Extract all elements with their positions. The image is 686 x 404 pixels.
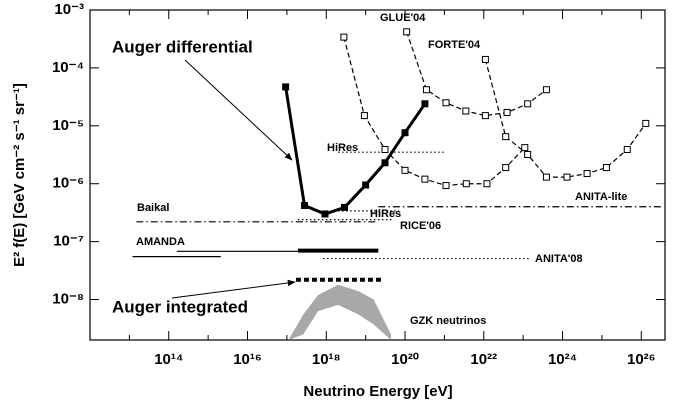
marker — [524, 150, 532, 158]
marker — [542, 86, 550, 94]
marker — [583, 170, 591, 178]
marker — [282, 83, 290, 91]
marker — [642, 119, 650, 127]
series-label: GZK neutrinos — [410, 315, 486, 327]
y-tick-label: 10⁻⁸ — [52, 290, 84, 307]
marker — [623, 145, 631, 153]
series-label: Auger differential — [112, 37, 253, 56]
marker — [521, 144, 529, 152]
marker — [340, 33, 348, 41]
marker — [403, 28, 411, 36]
x-tick-label: 10¹⁶ — [233, 351, 262, 368]
marker — [542, 173, 550, 181]
arrow — [184, 59, 293, 161]
marker — [321, 210, 329, 218]
x-tick-label: 10¹⁴ — [154, 351, 183, 368]
marker — [462, 107, 470, 115]
marker — [421, 175, 429, 183]
x-tick-label: 10²⁰ — [391, 351, 419, 368]
limit-line — [343, 36, 526, 187]
marker — [503, 108, 511, 116]
x-axis-title: Neutrino Energy [eV] — [303, 383, 452, 400]
marker — [602, 164, 610, 172]
limit-line — [484, 59, 647, 178]
gzk-band — [288, 284, 391, 340]
y-tick-label: 10⁻⁵ — [52, 117, 84, 134]
marker — [442, 182, 450, 190]
x-tick-label: 10²² — [470, 351, 497, 368]
y-tick-label: 10⁻⁴ — [52, 59, 84, 76]
series-label: ANITA'08 — [535, 253, 583, 265]
y-tick-label: 10⁻³ — [54, 1, 84, 18]
marker — [340, 203, 348, 211]
series-label: HiRes — [327, 142, 358, 154]
series-label: GLUE'04 — [380, 12, 426, 24]
x-tick-label: 10²⁴ — [548, 351, 577, 368]
x-tick-label: 10¹⁸ — [312, 351, 341, 368]
y-tick-label: 10⁻⁷ — [53, 233, 84, 250]
marker — [481, 55, 489, 63]
marker — [381, 159, 389, 167]
series-label: FORTE'04 — [428, 39, 481, 51]
marker — [502, 164, 510, 172]
y-axis-title: E² f(E) [GeV cm⁻² s⁻¹ sr⁻¹] — [11, 83, 28, 267]
series-label: AMANDA — [136, 236, 185, 248]
plot-frame — [89, 9, 666, 341]
marker — [481, 112, 489, 120]
series-label: RICE'06 — [400, 220, 441, 232]
marker — [381, 145, 389, 153]
marker — [401, 166, 409, 174]
marker — [563, 173, 571, 181]
marker — [421, 100, 429, 108]
marker — [483, 180, 491, 188]
arrow — [171, 279, 296, 299]
x-tick-label: 10²⁶ — [627, 351, 656, 368]
y-tick-label: 10⁻⁶ — [52, 175, 84, 192]
series-label: HiRes — [370, 208, 401, 220]
series-label: Baikal — [137, 202, 169, 214]
marker — [462, 180, 470, 188]
series-label: Auger integrated — [112, 297, 248, 316]
series-label: ANITA-lite — [575, 191, 627, 203]
marker — [401, 129, 409, 137]
marker — [362, 181, 370, 189]
marker — [422, 86, 430, 94]
marker — [502, 133, 510, 141]
marker — [300, 202, 308, 210]
marker — [360, 112, 368, 120]
marker — [442, 99, 450, 107]
marker — [524, 100, 532, 108]
